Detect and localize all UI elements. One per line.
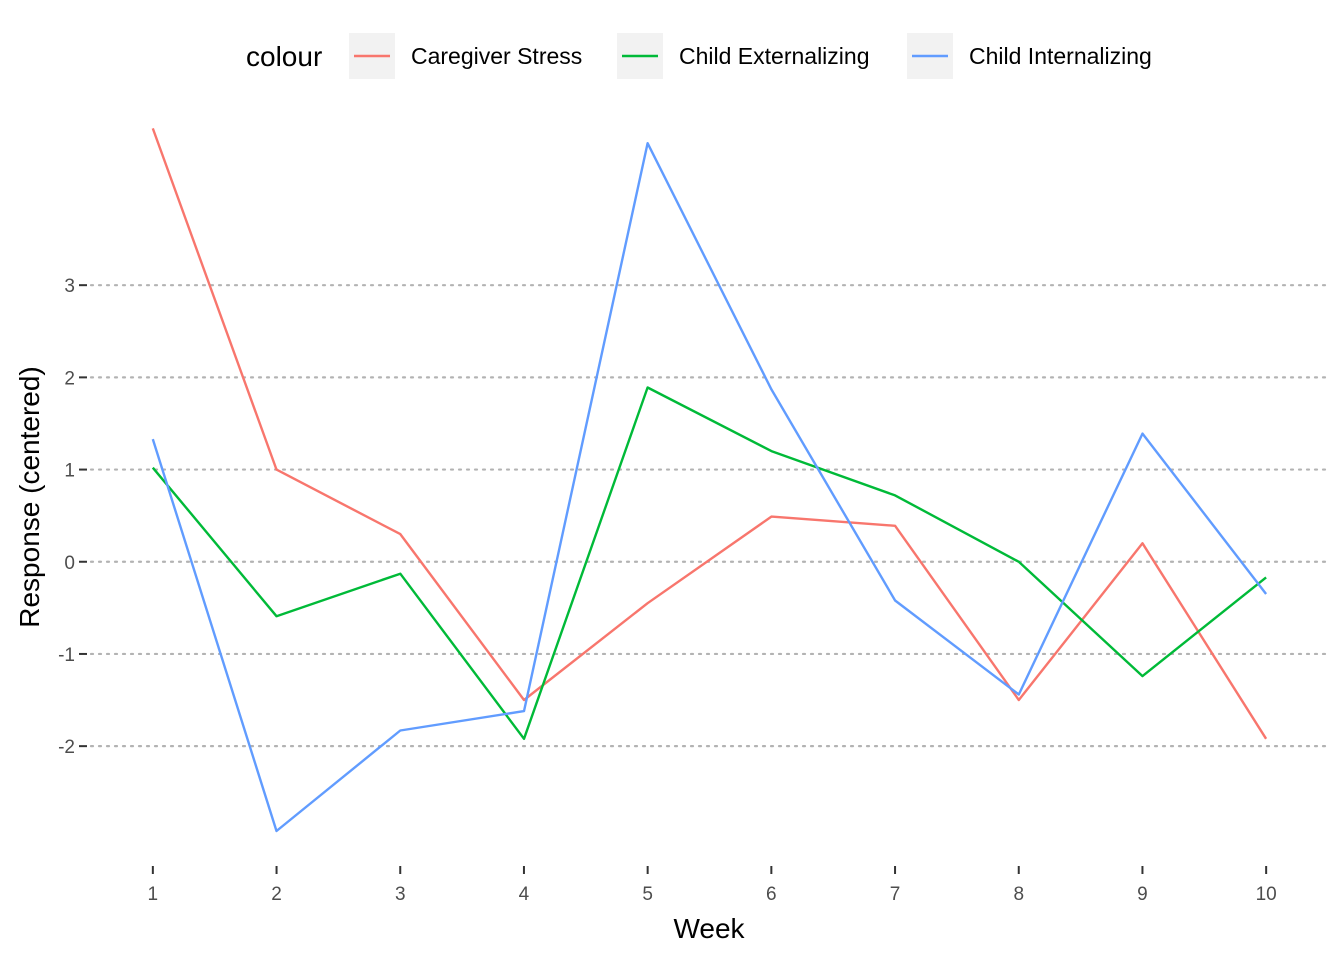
y-tick-label: 3 [64, 276, 75, 297]
x-tick-label: 7 [890, 884, 901, 905]
x-axis-title: Week [673, 913, 745, 944]
x-tick-label: 2 [271, 884, 282, 905]
legend-label: Caregiver Stress [411, 43, 582, 69]
x-tick-label: 3 [395, 884, 406, 905]
x-tick-label: 9 [1137, 884, 1148, 905]
x-tick-label: 4 [519, 884, 530, 905]
legend-item: Child Internalizing [907, 33, 1152, 79]
x-tick-label: 6 [766, 884, 777, 905]
legend-items: Caregiver Stress Child Externalizing Child… [349, 33, 1152, 79]
y-tick-label: -2 [58, 737, 75, 758]
x-tick-label: 1 [148, 884, 159, 905]
legend: colour Caregiver Stress Child Externalizi… [246, 33, 1152, 79]
x-axis: 1 2 3 4 5 6 7 8 9 10 [148, 866, 1277, 905]
legend-item: Caregiver Stress [349, 33, 582, 79]
series-lines [151, 127, 1268, 833]
y-tick-label: -1 [58, 645, 75, 666]
grid-lines [89, 284, 1330, 748]
legend-label: Child Externalizing [679, 43, 869, 69]
legend-label: Child Internalizing [969, 43, 1152, 69]
legend-item: Child Externalizing [617, 33, 869, 79]
legend-title: colour [246, 41, 322, 72]
x-tick-label: 10 [1256, 884, 1277, 905]
series-line-child-internalizing [151, 141, 1268, 833]
y-axis: -2 -1 0 1 2 3 [58, 276, 87, 758]
series-line-child-externalizing [151, 386, 1267, 740]
x-tick-label: 8 [1013, 884, 1024, 905]
y-tick-label: 1 [64, 461, 75, 482]
y-axis-title: Response (centered) [14, 366, 45, 627]
x-tick-label: 5 [642, 884, 653, 905]
y-tick-label: 0 [64, 553, 75, 574]
series-line-caregiver-stress [151, 127, 1268, 740]
y-tick-label: 2 [64, 368, 75, 389]
